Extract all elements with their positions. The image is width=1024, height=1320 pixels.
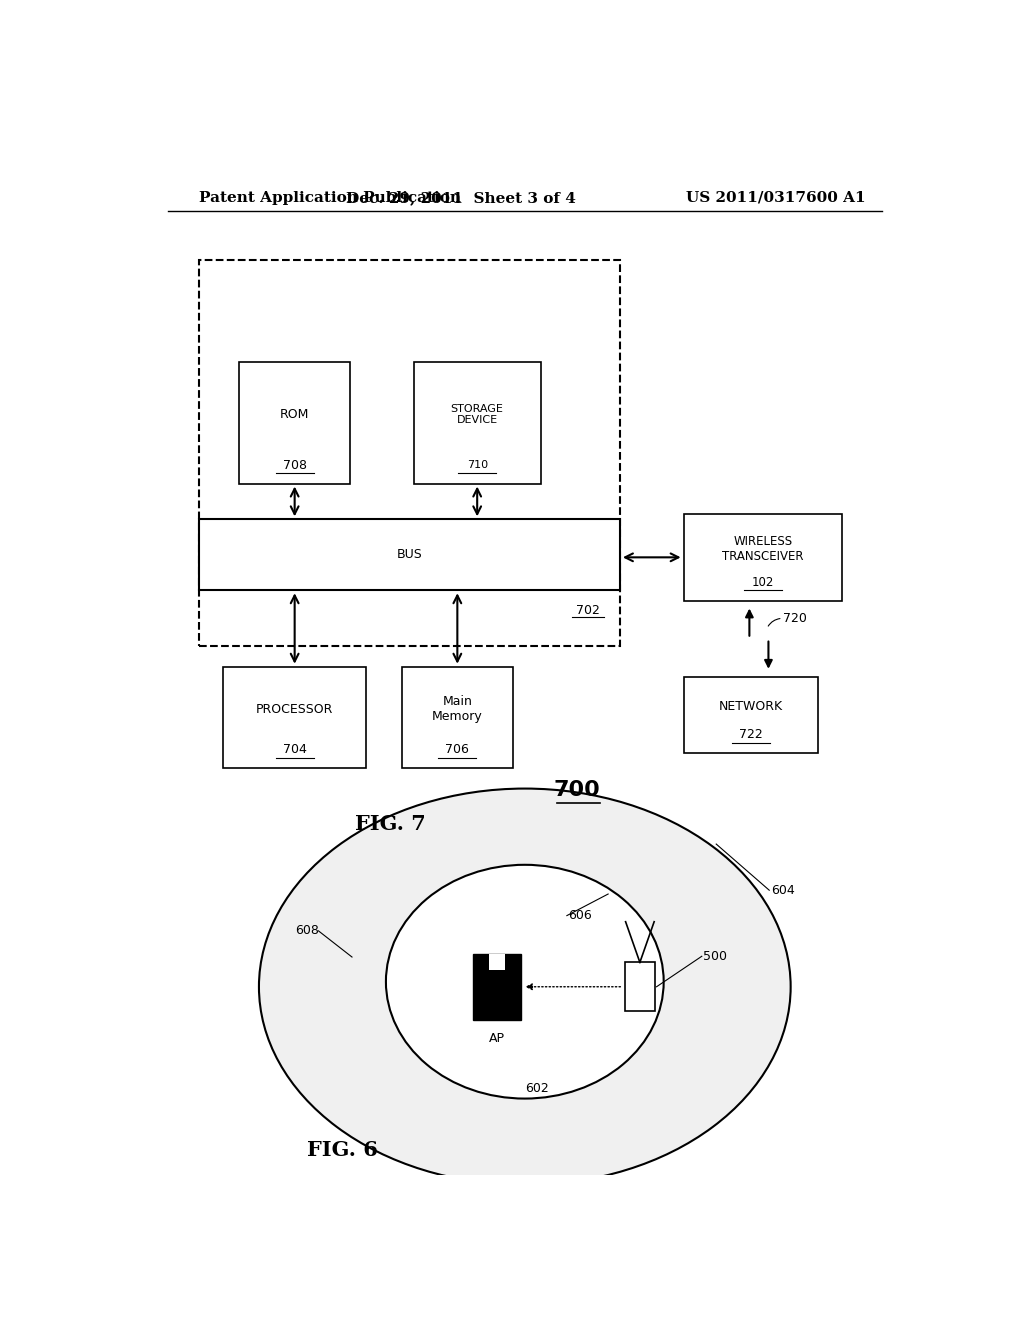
Bar (473, 954, 521, 1020)
Bar (488, 954, 506, 970)
Text: 700: 700 (553, 780, 600, 800)
Text: FIG. 6: FIG. 6 (307, 1139, 378, 1159)
Text: STORAGE
DEVICE: STORAGE DEVICE (451, 404, 504, 425)
Bar (625, 962, 655, 1011)
Text: 704: 704 (283, 743, 306, 756)
Text: 606: 606 (568, 909, 592, 923)
Ellipse shape (259, 788, 791, 1185)
Bar (200, 260, 621, 647)
Text: Main
Memory: Main Memory (432, 696, 482, 723)
Text: Patent Application Publication: Patent Application Publication (200, 191, 462, 205)
Bar (414, 362, 541, 483)
Text: NETWORK: NETWORK (719, 700, 783, 713)
Bar (200, 519, 621, 590)
Text: 722: 722 (739, 729, 763, 742)
Text: FIG. 7: FIG. 7 (354, 814, 425, 834)
Text: US 2011/0317600 A1: US 2011/0317600 A1 (686, 191, 866, 205)
Text: WIRELESS
TRANSCEIVER: WIRELESS TRANSCEIVER (722, 535, 804, 564)
Text: 500: 500 (703, 950, 727, 962)
Text: 702: 702 (577, 603, 600, 616)
Text: BUS: BUS (397, 548, 423, 561)
Text: 608: 608 (295, 924, 318, 937)
Text: 602: 602 (525, 1082, 549, 1094)
Text: 102: 102 (752, 576, 774, 589)
Text: AP: AP (489, 1032, 505, 1045)
Text: 710: 710 (467, 461, 487, 470)
Bar (684, 515, 842, 601)
Text: ROM: ROM (280, 408, 309, 421)
Text: PROCESSOR: PROCESSOR (256, 702, 334, 715)
Bar (401, 667, 513, 768)
Ellipse shape (386, 865, 664, 1098)
Text: 706: 706 (445, 743, 469, 756)
Text: 604: 604 (771, 883, 795, 896)
Bar (240, 362, 350, 483)
Text: 720: 720 (782, 612, 807, 624)
Text: 708: 708 (283, 459, 306, 471)
Bar (684, 677, 818, 752)
Text: Dec. 29, 2011  Sheet 3 of 4: Dec. 29, 2011 Sheet 3 of 4 (346, 191, 577, 205)
Bar (223, 667, 367, 768)
